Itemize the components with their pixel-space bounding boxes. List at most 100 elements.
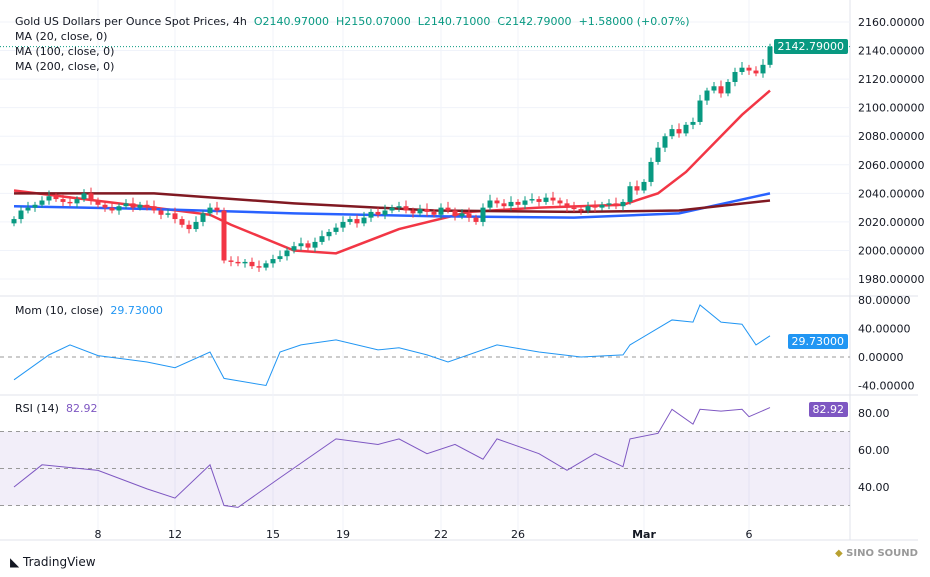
candle-body [753, 70, 759, 74]
candle-body [382, 210, 388, 215]
candle-body [179, 219, 185, 225]
candle-body [396, 206, 402, 208]
candle-body [578, 209, 584, 211]
candle-body [67, 201, 73, 204]
candle-body [151, 206, 157, 211]
candle-body [116, 206, 122, 211]
price-tick-label: 2160.00000 [858, 16, 924, 29]
candle-body [144, 204, 150, 207]
candle-body [438, 207, 444, 215]
candle-body [263, 263, 269, 268]
candle-body [361, 217, 367, 224]
candle-body [340, 221, 346, 228]
price-tick-label: 2000.00000 [858, 244, 924, 257]
candle-body [676, 129, 682, 134]
candle-body [256, 266, 262, 268]
candle-body [270, 259, 276, 264]
symbol-title: Gold US Dollars per Ounce Spot Prices, 4… [15, 15, 247, 28]
candle-body [648, 161, 654, 182]
candle-body [18, 210, 24, 220]
candle-body [494, 200, 500, 204]
candle-body [375, 211, 381, 215]
candle-body [760, 64, 766, 74]
tradingview-logo[interactable]: ◣ TradingView [10, 555, 96, 569]
candle-body [403, 206, 409, 211]
candle-body [39, 200, 45, 205]
change-value: +1.58000 (+0.07%) [578, 15, 690, 28]
candle-body [319, 236, 325, 242]
candle-body [459, 213, 465, 217]
candle-body [102, 204, 108, 208]
sino-sound-watermark: ◆ SINO SOUND [835, 548, 918, 559]
mom-price-tag: 29.73000 [787, 334, 848, 349]
rsi-legend[interactable]: RSI (14) 82.92 [15, 402, 97, 415]
candle-body [109, 207, 115, 211]
candle-body [186, 224, 192, 230]
candle-body [704, 90, 710, 101]
ma20-legend[interactable]: MA (20, close, 0) [15, 30, 108, 43]
candle-body [536, 199, 542, 202]
candle-body [242, 261, 248, 264]
low-value: L2140.71000 [417, 15, 491, 28]
diamond-icon: ◆ [835, 548, 847, 559]
mom-tick-label: -40.00000 [858, 380, 914, 393]
rsi-tick-label: 60.00 [858, 444, 890, 457]
candle-body [172, 213, 178, 220]
time-tick-label: 12 [168, 528, 182, 541]
candle-body [690, 121, 696, 125]
candle-body [130, 203, 136, 208]
candle-body [214, 207, 220, 211]
candle-body [60, 199, 66, 202]
candle-body [606, 203, 612, 205]
candle-body [53, 196, 59, 200]
mom-tick-label: 80.00000 [858, 294, 911, 307]
candle-body [564, 203, 570, 208]
price-tick-label: 2120.00000 [858, 73, 924, 86]
candle-body [298, 243, 304, 247]
candle-body [683, 124, 689, 134]
candle-body [417, 209, 423, 214]
candle-body [487, 200, 493, 208]
candle-body [81, 193, 87, 200]
time-tick-label: 6 [746, 528, 753, 541]
candle-body [739, 67, 745, 72]
candle-body [158, 210, 164, 215]
time-tick-label: Mar [632, 528, 656, 541]
candle-body [725, 81, 731, 94]
candle-body [11, 219, 17, 224]
candle-body [473, 217, 479, 222]
tradingview-icon: ◣ [10, 555, 24, 569]
candle-body [585, 206, 591, 211]
mom-tick-label: 40.00000 [858, 323, 911, 336]
candle-body [529, 199, 535, 201]
open-value: O2140.97000 [253, 15, 329, 28]
rsi-line [13, 407, 771, 508]
candle-body [137, 204, 143, 208]
candle-body [368, 211, 374, 218]
candle-body [193, 221, 199, 230]
candle-body [445, 207, 451, 211]
mom-label: Mom (10, close) [15, 304, 104, 317]
candle-body [592, 206, 598, 208]
candle-body [571, 207, 577, 210]
candle-body [123, 203, 129, 207]
mom-legend[interactable]: Mom (10, close) 29.73000 [15, 304, 163, 317]
candle-body [95, 200, 101, 205]
symbol-legend: Gold US Dollars per Ounce Spot Prices, 4… [15, 15, 690, 28]
candle-body [347, 219, 353, 222]
candle-body [508, 201, 514, 207]
candle-body [235, 261, 241, 264]
rsi-label: RSI (14) [15, 402, 59, 415]
candle-body [326, 231, 332, 237]
candle-body [543, 197, 549, 202]
ma200-legend[interactable]: MA (200, close, 0) [15, 60, 115, 73]
candle-body [613, 203, 619, 207]
candle-body [333, 227, 339, 232]
candle-body [641, 181, 647, 191]
high-value: H2150.07000 [336, 15, 411, 28]
ma100-legend[interactable]: MA (100, close, 0) [15, 45, 115, 58]
candle-body [165, 213, 171, 215]
time-tick-label: 15 [266, 528, 280, 541]
